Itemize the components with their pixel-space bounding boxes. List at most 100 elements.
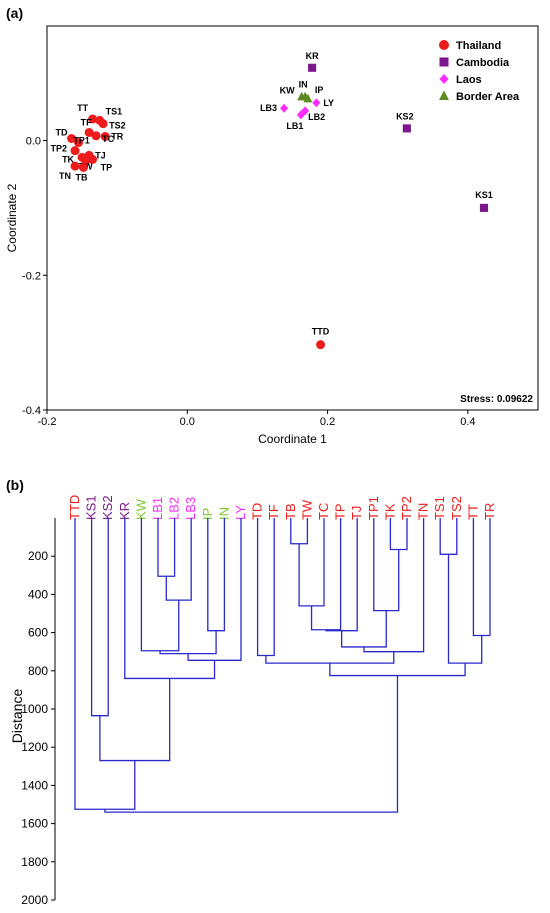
dendrogram-link-23	[329, 663, 466, 677]
scatter-point-label-lb3: LB3	[260, 103, 277, 113]
dendrogram-link-14	[389, 518, 408, 551]
leaf-label-tk: TK	[382, 503, 397, 520]
leaf-label-lb1: LB1	[150, 497, 165, 520]
legend-label-border-area: Border Area	[456, 91, 520, 103]
leaf-label-kr: KR	[117, 502, 132, 520]
scatter-point-label-tp1: TP1	[73, 136, 90, 146]
scatter-point-tp1	[74, 138, 84, 148]
leaf-label-tf: TF	[266, 504, 281, 520]
scatter-point-label-lb1: LB1	[286, 121, 303, 131]
scatter-point-label-ks2: KS2	[396, 111, 414, 121]
leaf-label-tb: TB	[283, 503, 298, 520]
leaf-label-ts2: TS2	[449, 496, 464, 520]
legend-marker-thailand	[439, 40, 449, 50]
scatter-point-label-lb2: LB2	[308, 112, 325, 122]
dendrogram-y-tick-label: 2000	[21, 893, 48, 907]
scatter-point-label-tn: TN	[59, 171, 71, 181]
scatter-x-tick-label: -0.2	[38, 416, 57, 428]
leaf-label-tj: TJ	[349, 506, 364, 520]
scatter-point-label-ks1: KS1	[475, 190, 493, 200]
dendrogram-y-tick-label: 600	[28, 626, 48, 640]
dendrogram-y-tick-label: 200	[28, 549, 48, 563]
leaf-label-tr: TR	[482, 503, 497, 520]
scatter-point-label-tr: TR	[111, 131, 123, 141]
scatter-point-label-tt: TT	[77, 103, 88, 113]
scatter-point-label-kr: KR	[306, 51, 319, 61]
dendrogram-link-19	[265, 651, 395, 664]
scatter-point-label-in: IN	[299, 80, 308, 90]
leaf-label-ks2: KS2	[100, 495, 115, 520]
leaf-label-tp2: TP2	[399, 496, 414, 520]
panel-b-label: (b)	[6, 477, 24, 493]
scatter-point-tt	[88, 114, 98, 124]
legend-marker-cambodia	[439, 57, 449, 67]
leaf-label-ks1: KS1	[84, 495, 99, 520]
scatter-y-tick-label: -0.2	[22, 270, 41, 282]
scatter-point-tb	[78, 162, 88, 172]
scatter-point-tc	[91, 131, 101, 141]
scatter-point-label-tp2: TP2	[51, 144, 68, 154]
legend-label-thailand: Thailand	[456, 40, 501, 52]
scatter-point-ip	[303, 93, 313, 103]
leaf-label-ts1: TS1	[432, 496, 447, 520]
dendrogram-link-12	[310, 518, 342, 631]
dendrogram-link-15	[373, 518, 400, 612]
scatter-legend: Thailand Cambodia Laos Border Area	[439, 40, 520, 103]
dendrogram-link-5	[187, 518, 242, 661]
dendrogram-link-1	[165, 518, 192, 601]
scatter-point-label-tb: TB	[75, 172, 87, 182]
scatter-x-tick-label: 0.4	[460, 416, 475, 428]
scatter-point-ly	[312, 98, 321, 108]
scatter-point-tf	[84, 127, 94, 137]
leaf-label-ttd: TTD	[67, 495, 82, 520]
scatter-point-label-tk: TK	[62, 154, 74, 164]
scatter-point-ttd	[316, 340, 326, 350]
dendrogram-y-tick-label: 1000	[21, 702, 48, 716]
dendrogram-link-20	[439, 518, 458, 555]
dendrogram-y-tick-label: 1600	[21, 817, 48, 831]
scatter-point-label-ttd: TTD	[312, 327, 330, 337]
dendrogram-link-11	[298, 518, 325, 607]
leaf-label-tt: TT	[465, 504, 480, 520]
dendrogram-link-8	[99, 678, 171, 762]
dendrogram-link-9	[74, 518, 136, 810]
dendrogram-link-22	[447, 554, 483, 664]
scatter-point-label-tj: TJ	[95, 150, 106, 160]
scatter-y-tick-label: -0.4	[22, 405, 41, 417]
scatter-x-axis-label: Coordinate 1	[258, 432, 327, 446]
scatter-point-label-ip: IP	[315, 85, 324, 95]
scatter-point-label-ts2: TS2	[109, 121, 126, 131]
dendrogram-link-21	[472, 518, 491, 637]
scatter-point-label-kw: KW	[280, 86, 295, 96]
dendrogram-y-tick-label: 800	[28, 664, 48, 678]
scatter-point-lb1	[296, 110, 305, 120]
stress-annotation: Stress: 0.09622	[460, 394, 533, 405]
leaf-label-kw: KW	[133, 498, 148, 520]
dendrogram-link-13	[325, 518, 358, 632]
dendrogram-link-17	[363, 518, 425, 653]
scatter-point-ts2	[98, 119, 108, 129]
scatter-point-tr	[100, 131, 110, 141]
scatter-point-label-tf: TF	[81, 117, 92, 127]
panel-a-label: (a)	[6, 5, 23, 21]
dendrogram-y-tick-label: 1200	[21, 740, 48, 754]
dendrogram-link-18	[256, 518, 275, 657]
dendrogram: Distance 200 400 600 800 1000 1200 1400 1600 180…	[9, 495, 497, 907]
leaf-label-ly: LY	[233, 505, 248, 520]
dendrogram-y-tick-label: 400	[28, 587, 48, 601]
scatter-point-label-tc: TC	[102, 134, 114, 144]
dendrogram-link-16	[340, 610, 387, 648]
leaf-label-in: IN	[216, 507, 231, 520]
dendrogram-link-6	[124, 518, 216, 680]
scatter-point-kr	[308, 63, 317, 72]
scatter-point-lb3	[280, 103, 289, 113]
scatter-point-label-td: TD	[56, 128, 68, 138]
dendrogram-link-0	[157, 518, 176, 577]
scatter-point-ks1	[479, 203, 489, 212]
legend-marker-laos	[439, 74, 449, 84]
scatter-y-axis-label: Coordinate 2	[5, 183, 19, 252]
leaf-label-td: TD	[250, 503, 265, 520]
legend-marker-border-area	[439, 90, 449, 100]
scatter-point-td	[67, 134, 77, 144]
